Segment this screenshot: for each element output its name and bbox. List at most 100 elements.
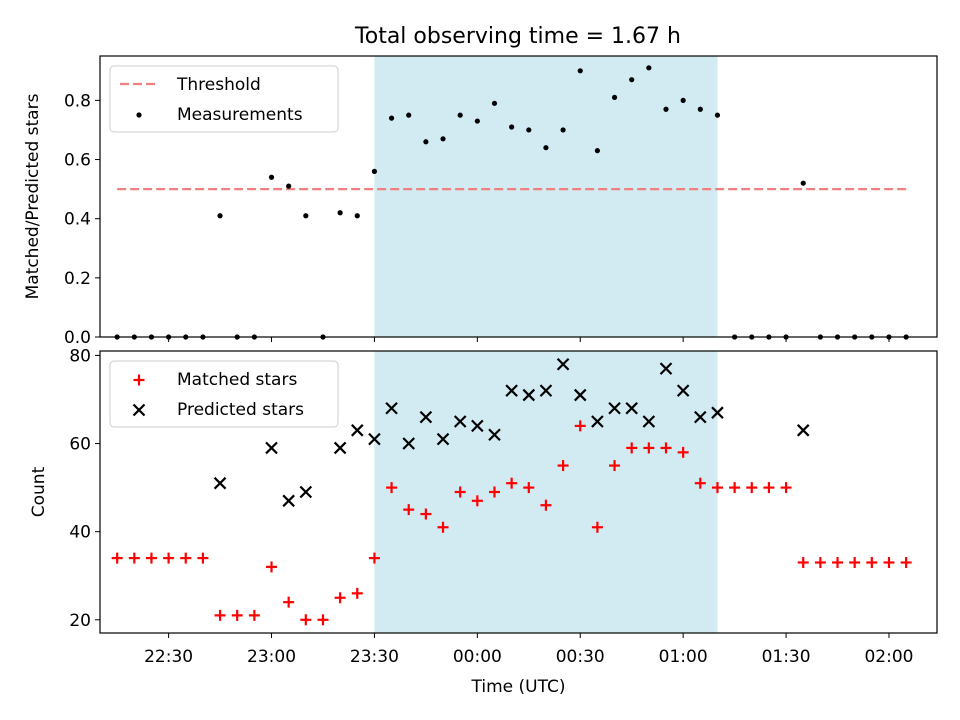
matched-star-point [814, 557, 826, 568]
top-axis-ticks: 0.0 0.2 0.4 0.6 0.8 [64, 91, 890, 348]
matched-star-point [283, 596, 295, 608]
predicted-star-point [676, 384, 690, 397]
legend-threshold-label: Threshold [176, 75, 261, 95]
matched-star-point [197, 552, 209, 564]
bottom-panel: 20 40 60 80 22:30 23:00 23:30 00:00 00:30 01:00 01… [29, 346, 938, 697]
measurement-point [440, 136, 446, 142]
predicted-star-point [436, 432, 450, 446]
predicted-star-point [385, 402, 398, 415]
predicted-star-point [796, 424, 810, 437]
legend-predicted-marker [132, 403, 146, 417]
bottom-ytick-label: 20 [69, 611, 91, 631]
matched-star-point [266, 561, 278, 573]
measurement-point [217, 213, 223, 219]
predicted-star-point [659, 362, 673, 375]
bottom-legend-box [109, 360, 339, 428]
matched-star-point [729, 482, 741, 494]
matched-star-point [300, 614, 312, 626]
measurement-point [509, 124, 515, 130]
predicted-star-point [591, 415, 604, 428]
predicted-star-point [694, 410, 707, 424]
bottom-xtick-label: 23:30 [350, 647, 399, 667]
measurement-point [646, 65, 652, 71]
predicted-star-point [539, 384, 553, 397]
matched-star-point [437, 521, 449, 533]
bottom-ytick-label: 40 [69, 523, 91, 543]
predicted-star-point [556, 357, 570, 371]
matched-star-point [780, 482, 792, 494]
predicted-star-point [402, 437, 416, 450]
top-ytick-label: 0.2 [64, 269, 91, 289]
measurement-point [680, 97, 686, 103]
measurement-point [371, 168, 378, 174]
matched-star-point [660, 442, 672, 454]
bottom-plot-frame [99, 350, 938, 634]
predicted-star-point [368, 432, 381, 446]
measurement-point [629, 77, 635, 83]
measurement-point [800, 180, 806, 186]
measurement-point [577, 68, 583, 74]
top-ytick-label: 0.4 [64, 210, 91, 230]
matched-star-point [368, 552, 380, 564]
predicted-star-point [419, 410, 433, 424]
measurement-point [560, 127, 566, 133]
legend-matched-label: Matched stars [177, 370, 297, 390]
bottom-axis-ticks: 20 40 60 80 22:30 23:00 23:30 00:00 00:30 01:00 01… [69, 346, 913, 667]
matched-star-point [832, 557, 844, 568]
matched-star-point [334, 592, 346, 604]
predicted-star-point [213, 476, 227, 490]
legend-matched-swatch [133, 374, 145, 386]
matched-star-point [231, 609, 243, 621]
predicted-star-point [625, 402, 638, 415]
matched-star-point [797, 557, 809, 568]
legend-matched-marker [133, 374, 145, 386]
measurement-point [406, 112, 412, 118]
predicted-star-point [505, 384, 518, 397]
measurement-point [697, 106, 703, 112]
matched-star-point [557, 460, 569, 472]
matched-star-point [763, 482, 775, 494]
predicted-star-point [265, 441, 278, 455]
bottom-xtick-label: 00:30 [556, 647, 605, 667]
matched-star-point [849, 557, 861, 568]
matched-star-point [248, 609, 260, 621]
measurement-point [594, 148, 600, 154]
matched-star-point [626, 442, 638, 454]
top-legend-box [109, 65, 339, 133]
measurement-point [388, 115, 395, 121]
matched-star-point [711, 482, 723, 494]
predicted-star-point [608, 402, 621, 415]
top-legend: Threshold Measurements [109, 65, 339, 133]
predicted-star-point [299, 485, 313, 499]
matched-star-point [180, 552, 192, 564]
measurement-point [714, 112, 721, 118]
top-ytick-label: 0.8 [64, 91, 91, 111]
matched-star-point [214, 609, 226, 621]
measurement-point [543, 145, 549, 151]
matched-star-point [609, 460, 621, 472]
matched-star-point [900, 557, 912, 568]
measurement-points [114, 65, 909, 340]
matched-star-point [540, 499, 552, 511]
top-ylabel: Matched/Predicted stars [23, 93, 43, 299]
predicted-star-point [642, 415, 656, 428]
matched-star-point [145, 552, 157, 564]
matched-star-point [883, 557, 895, 568]
bottom-ylabel: Count [29, 466, 49, 517]
predicted-star-point [711, 406, 724, 419]
measurement-point [491, 100, 498, 106]
top-panel: 0.00.20.40.60.8 Matched/Predicted stars … [23, 55, 938, 348]
matched-star-point [111, 552, 123, 564]
predicted-star-point [333, 441, 347, 455]
measurement-point [423, 139, 429, 145]
predicted-star-point [522, 388, 536, 402]
predicted-star-point [282, 494, 295, 508]
top-ytick-label: 0.0 [64, 328, 91, 348]
bottom-xtick-label: 02:00 [864, 647, 913, 667]
measurement-point [457, 112, 463, 118]
matched-star-point [488, 486, 500, 498]
measurement-point [611, 94, 618, 101]
matched-star-point [128, 552, 140, 564]
bottom-xtick-label: 01:00 [659, 647, 708, 667]
matched-star-point [866, 557, 878, 568]
